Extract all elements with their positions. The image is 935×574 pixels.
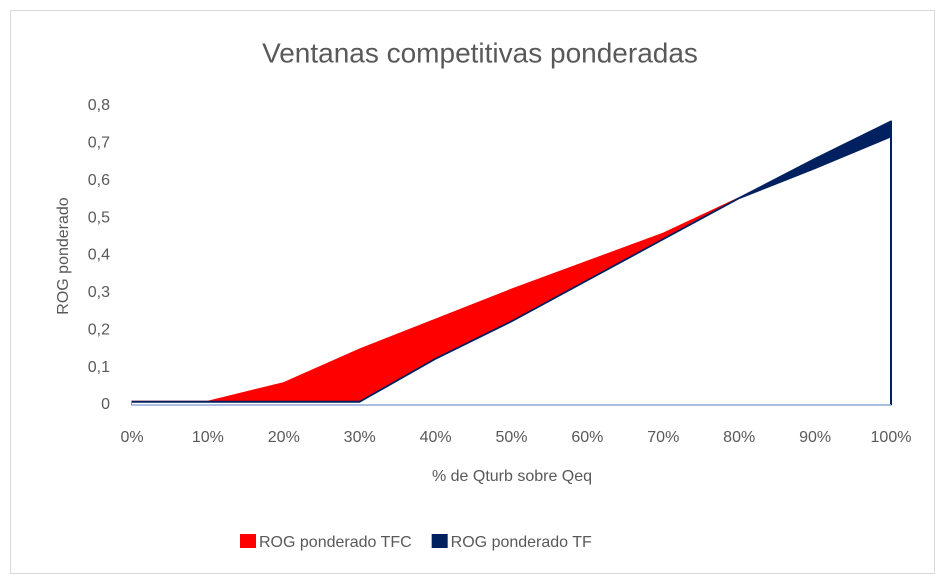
x-tick-label: 80% (723, 429, 755, 446)
y-tick-label: 0,1 (88, 359, 110, 376)
legend-swatch (431, 534, 448, 548)
y-tick-label: 0,5 (88, 209, 110, 226)
y-tick-label: 0,7 (88, 135, 110, 152)
x-axis-label: % de Qturb sobre Qeq (432, 468, 592, 485)
x-tick-label: 30% (344, 429, 376, 446)
y-tick-label: 0,2 (88, 321, 110, 338)
x-tick-label: 0% (120, 429, 143, 446)
y-tick-label: 0,4 (88, 247, 110, 264)
x-tick-label: 20% (268, 429, 300, 446)
x-tick-label: 100% (871, 429, 912, 446)
legend-label: ROG ponderado TFC (259, 534, 412, 551)
y-tick-label: 0,8 (88, 97, 110, 114)
legend-swatch (240, 534, 256, 548)
x-tick-label: 10% (192, 429, 224, 446)
chart-title: Ventanas competitivas ponderadas (262, 37, 698, 68)
legend-label: ROG ponderado TF (451, 534, 592, 551)
area-mask (132, 137, 891, 407)
x-tick-label: 50% (495, 429, 527, 446)
x-tick-label: 40% (420, 429, 452, 446)
y-tick-label: 0,3 (88, 284, 110, 301)
x-tick-label: 90% (799, 429, 831, 446)
x-tick-label: 70% (647, 429, 679, 446)
x-tick-label: 60% (571, 429, 603, 446)
y-tick-label: 0 (101, 396, 110, 413)
y-axis-label: ROG ponderado (55, 197, 72, 315)
y-tick-label: 0,6 (88, 172, 110, 189)
